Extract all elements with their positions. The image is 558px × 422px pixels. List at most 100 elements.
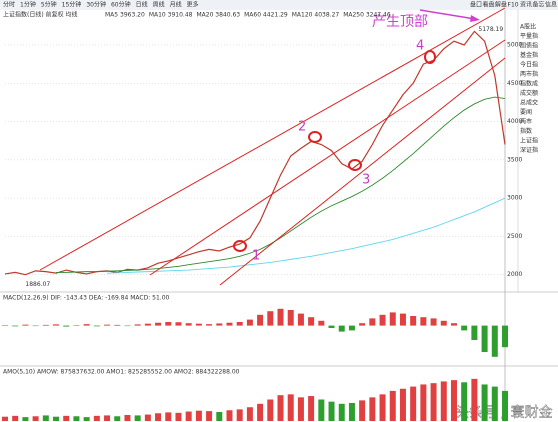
bar [430, 383, 437, 421]
bar [297, 397, 304, 421]
bar [338, 325, 345, 332]
bar [236, 409, 243, 421]
bar [73, 325, 80, 326]
annotation-arrow [419, 9, 476, 20]
side-label: 要闻 [520, 108, 532, 116]
side-label: 指数成 [520, 80, 538, 88]
bar [328, 325, 335, 328]
arrow-head [470, 15, 480, 22]
bar [165, 322, 172, 326]
y-tick-label: 3000 [507, 195, 522, 202]
panel-title: MACD(12,26,9) DIF: -143.43 DEA: -169.84 … [3, 295, 170, 302]
point-label: 2 [298, 120, 306, 135]
bar [216, 323, 223, 326]
bar [93, 325, 100, 327]
bar [450, 323, 457, 326]
toolbar-item[interactable]: 周线 [153, 1, 165, 9]
bar [22, 417, 29, 421]
bar [73, 416, 80, 421]
bar [257, 314, 264, 326]
bar [328, 401, 335, 421]
toolbar [0, 0, 558, 10]
bar [348, 325, 355, 331]
annotation-box [368, 12, 436, 32]
bar [491, 386, 498, 421]
bar [359, 323, 366, 326]
bar [2, 416, 8, 421]
toolbar-item[interactable]: 更多 [187, 1, 199, 9]
point-label: 1 [252, 249, 260, 264]
bar [53, 416, 60, 421]
toolbar-item[interactable]: 15分钟 [62, 1, 82, 9]
bar [2, 325, 8, 326]
marker-circle [424, 50, 436, 64]
bar [206, 324, 213, 326]
bar [369, 397, 376, 421]
toolbar-item[interactable]: 分时 [3, 1, 15, 9]
bar [399, 313, 406, 326]
bar [379, 314, 386, 326]
panel-title: AMO(5,10) AMOW: 875837632.00 AMO1: 82528… [3, 369, 240, 376]
bar [83, 324, 90, 326]
bar [410, 386, 417, 421]
y-tick-label: 5000 [507, 41, 522, 48]
ma-legend: MA10 3910.48 [149, 12, 193, 19]
marker-circle [233, 240, 247, 252]
toolbar-item[interactable]: 5分钟 [41, 1, 57, 9]
bar [502, 325, 508, 348]
bar [461, 382, 468, 421]
bar [42, 324, 49, 326]
bar [338, 403, 345, 421]
bar [267, 399, 274, 421]
bar [134, 324, 141, 326]
bar [104, 415, 111, 421]
bar [471, 325, 478, 340]
toolbar-button[interactable]: 盘口 [470, 1, 482, 9]
toolbar-item[interactable]: 日线 [136, 1, 148, 9]
bar [308, 396, 315, 421]
bar [124, 325, 131, 327]
side-label: 深证指 [520, 146, 538, 154]
toolbar-button[interactable]: 备忘 [533, 1, 545, 9]
bar [175, 412, 182, 421]
bar [32, 325, 39, 327]
toolbar-item[interactable]: 30分钟 [86, 1, 106, 9]
side-label: A股比 [520, 23, 536, 31]
bar [502, 390, 508, 421]
bar [389, 390, 396, 421]
bar [450, 380, 457, 421]
bar [308, 317, 315, 326]
bar [379, 394, 386, 421]
toolbar-button[interactable]: 解盘 [495, 1, 507, 9]
toolbar-item[interactable]: 1分钟 [20, 1, 36, 9]
toolbar-item[interactable]: 月线 [170, 1, 182, 9]
bar [440, 381, 447, 421]
bar [155, 413, 162, 421]
toolbar-button[interactable]: F10 [508, 2, 519, 9]
bar [277, 308, 284, 326]
bar [206, 411, 213, 421]
bar [216, 411, 223, 421]
bar [389, 312, 396, 326]
bar [491, 325, 498, 357]
toolbar-button[interactable]: 看盘 [483, 1, 495, 9]
bar [165, 412, 172, 421]
toolbar-button[interactable]: 信息 [545, 1, 557, 9]
marker-circle [348, 159, 362, 171]
bar [287, 394, 294, 421]
toolbar-button[interactable]: 资讯 [520, 1, 532, 9]
bar [12, 415, 19, 421]
channel-line [219, 57, 506, 286]
series-line [107, 197, 506, 274]
toolbar-item[interactable]: 60分钟 [111, 1, 131, 9]
bar [134, 415, 141, 421]
bar [348, 402, 355, 421]
chart-header: 上证指数(日线) 前复权 均线 [3, 11, 78, 19]
y-tick-label: 3500 [507, 156, 522, 163]
bar [104, 324, 111, 326]
ma-legend: MA5 3963.20 [105, 12, 145, 19]
bar [144, 414, 151, 421]
top-annotation: 产生顶部 [372, 14, 428, 30]
bar [471, 378, 478, 421]
